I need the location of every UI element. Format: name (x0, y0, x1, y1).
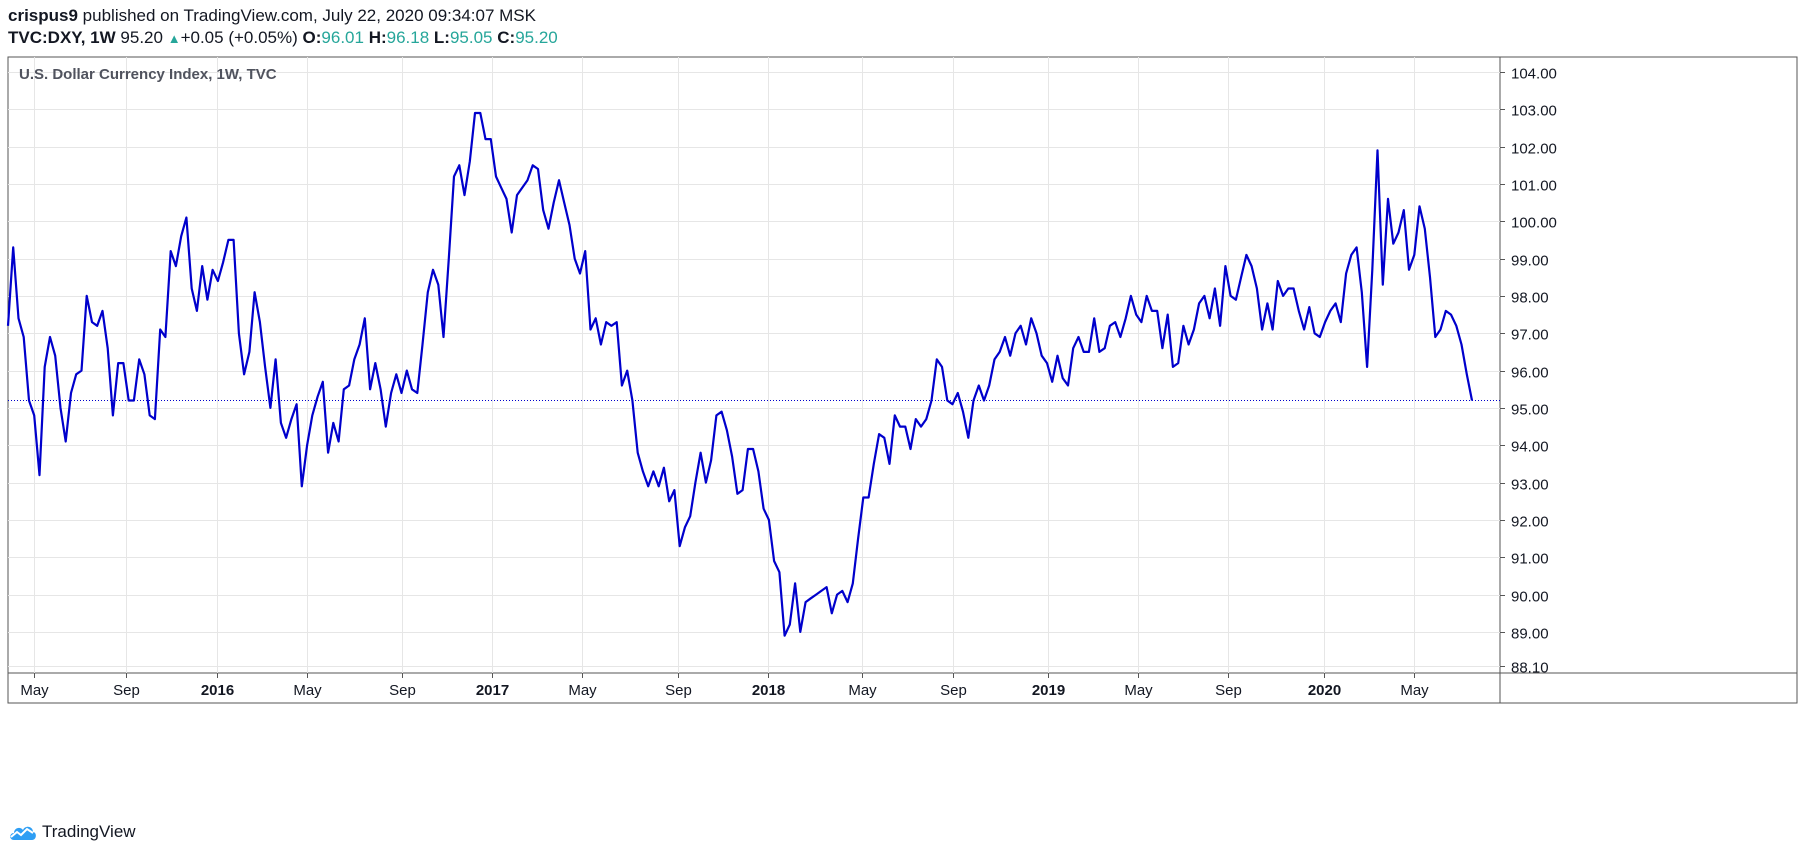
price-line-layer (6, 111, 1500, 637)
axes: 104.00 103.00 102.00 101.00 100.00 99.00 98.00… (20, 66, 1557, 700)
x-tick-label: Sep (940, 682, 967, 699)
x-tick-label: May (293, 682, 322, 699)
price-change: +0.05 (+0.05%) (180, 28, 298, 47)
symbol-info: TVC:DXY, 1W 95.20 ▲+0.05 (+0.05%) O:96.0… (8, 27, 558, 50)
cloud-icon (10, 826, 36, 840)
y-tick-label: 101.00 (1511, 178, 1557, 195)
y-tick-label: 89.00 (1511, 626, 1549, 643)
y-tick-label: 98.00 (1511, 290, 1549, 307)
high-value: 96.18 (386, 28, 430, 47)
y-tick-label: 99.00 (1511, 253, 1549, 270)
open-label: O: (302, 28, 322, 47)
y-tick-label: 95.00 (1511, 402, 1549, 419)
logo-text: TradingView (42, 822, 136, 841)
x-tick-label: May (1400, 682, 1429, 699)
x-tick-label: May (568, 682, 597, 699)
low-value: 95.05 (449, 28, 493, 47)
x-tick-label: Sep (113, 682, 140, 699)
close-value: 95.20 (515, 28, 558, 47)
published-text: published on TradingView.com, July 22, 2… (82, 6, 536, 25)
x-tick-label: May (848, 682, 877, 699)
y-tick-label: 90.00 (1511, 589, 1549, 606)
y-tick-label: 92.00 (1511, 514, 1549, 531)
x-tick-label: 2017 (476, 682, 509, 699)
tradingview-logo[interactable]: TradingView (8, 822, 136, 842)
y-tick-label: 102.00 (1511, 141, 1557, 158)
x-tick-label: Sep (389, 682, 416, 699)
y-tick-label: 93.00 (1511, 477, 1549, 494)
low-label: L: (433, 28, 450, 47)
x-tick-label: 2019 (1032, 682, 1065, 699)
x-tick-label: Sep (665, 682, 692, 699)
x-tick-label: 2016 (201, 682, 234, 699)
y-tick-label: 104.00 (1511, 66, 1557, 83)
last-price: 95.20 (120, 28, 163, 47)
x-tick-label: May (20, 682, 49, 699)
chart-title: U.S. Dollar Currency Index, 1W, TVC (19, 66, 277, 83)
x-tick-label: 2020 (1308, 682, 1341, 699)
up-arrow-icon: ▲ (167, 31, 181, 46)
price-line (6, 111, 1474, 637)
y-tick-label: 97.00 (1511, 327, 1549, 344)
open-value: 96.01 (321, 28, 364, 47)
chart-frame (7, 56, 1798, 704)
close-label: C: (497, 28, 516, 47)
author-name[interactable]: crispus9 (8, 6, 78, 25)
grid (7, 56, 1798, 704)
y-tick-label: 94.00 (1511, 439, 1549, 456)
high-label: H: (368, 28, 387, 47)
publish-info: crispus9 published on TradingView.com, J… (8, 5, 536, 27)
x-tick-label: 2018 (752, 682, 785, 699)
x-tick-label: Sep (1215, 682, 1242, 699)
y-tick-label: 103.00 (1511, 103, 1557, 120)
y-tick-label: 96.00 (1511, 365, 1549, 382)
y-tick-label: 88.10 (1511, 660, 1549, 677)
x-tick-label: May (1124, 682, 1153, 699)
y-tick-label: 91.00 (1511, 551, 1549, 568)
symbol-label: TVC:DXY, 1W (8, 28, 116, 47)
y-tick-label: 100.00 (1511, 215, 1557, 232)
